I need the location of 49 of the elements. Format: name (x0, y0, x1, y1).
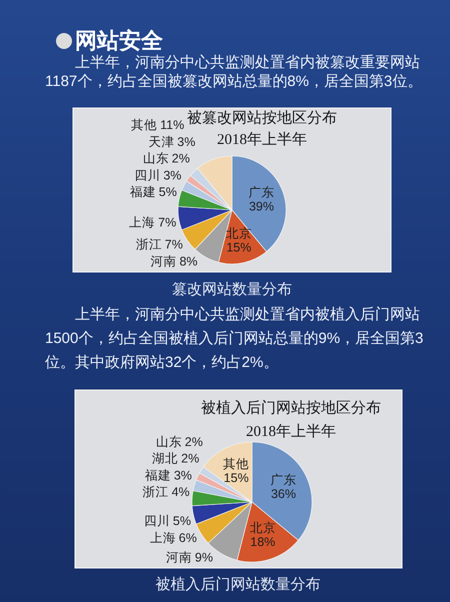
slice-label: 广东 (270, 473, 296, 488)
data-label: 5% (158, 185, 177, 200)
data-label: 39% (248, 199, 274, 214)
chart-subtitle: 2018年上半年 (246, 423, 336, 440)
slice-label: 福建 (144, 468, 171, 482)
slice-label: 北京 (250, 521, 276, 536)
text: 篡改网站数量分布 (171, 280, 293, 300)
slice-label: 四川 (134, 168, 160, 182)
text: 2018年上半年 (217, 131, 307, 148)
data-label: 8% (179, 254, 198, 268)
data-label: 15% (224, 470, 249, 485)
data-label: 5% (172, 514, 191, 528)
data-label: 7% (158, 215, 176, 230)
data-label: 3% (177, 134, 196, 149)
slice-label: 其他 (223, 456, 250, 471)
data-label: 3% (174, 468, 192, 482)
slice-label: 湖北 (152, 451, 178, 466)
slice-label: 其他 (131, 118, 158, 132)
slice-label: 福建 (130, 185, 156, 200)
data-label: 7% (164, 237, 183, 252)
slice-label: 山东 (142, 151, 169, 166)
slice-label: 广东 (248, 185, 274, 200)
data-label: 2% (184, 434, 203, 449)
slice-label: 河南 (166, 550, 192, 565)
data-label: 11% (160, 118, 184, 132)
data-label: 9% (194, 550, 213, 565)
slice-label: 四川 (144, 514, 170, 528)
slice-label: 浙江 (136, 237, 162, 252)
text: 上半年，河南分中心共监测处置省内被植入后门网站1500个，约占全国被植入后门网站总量的9%，居全国第3位。其中政府网站32个，约占2%。 (45, 305, 424, 373)
data-label: 3% (163, 168, 182, 182)
data-label: 2% (181, 451, 200, 466)
slice-label: 河南 (150, 254, 176, 268)
text: 被植入后门网站数量分布 (154, 575, 322, 595)
text: 网站安全 (75, 28, 163, 54)
slice-label: 上海 (150, 531, 176, 546)
slice-label: 浙江 (142, 485, 169, 500)
data-label: 15% (226, 240, 252, 255)
slice-label: 北京 (226, 226, 252, 241)
chart-title: 被植入后门网站按地区分布 (201, 400, 381, 416)
slice-label: 山东 (156, 434, 182, 449)
data-label: 18% (250, 535, 276, 550)
data-label: 6% (178, 531, 197, 546)
text: 上半年，河南分中心共监测处置省内被篡改重要网站1187个，约占全国被篡改网站总量的8%，居全国第3位。 (45, 53, 424, 91)
chart-title: 被篡改网站按地区分布 (187, 110, 337, 126)
slice-label: 上海 (129, 215, 156, 230)
slice-label: 天津 (148, 134, 174, 149)
data-label: 4% (172, 485, 190, 500)
data-label: 2% (172, 151, 190, 166)
data-label: 36% (270, 487, 296, 502)
